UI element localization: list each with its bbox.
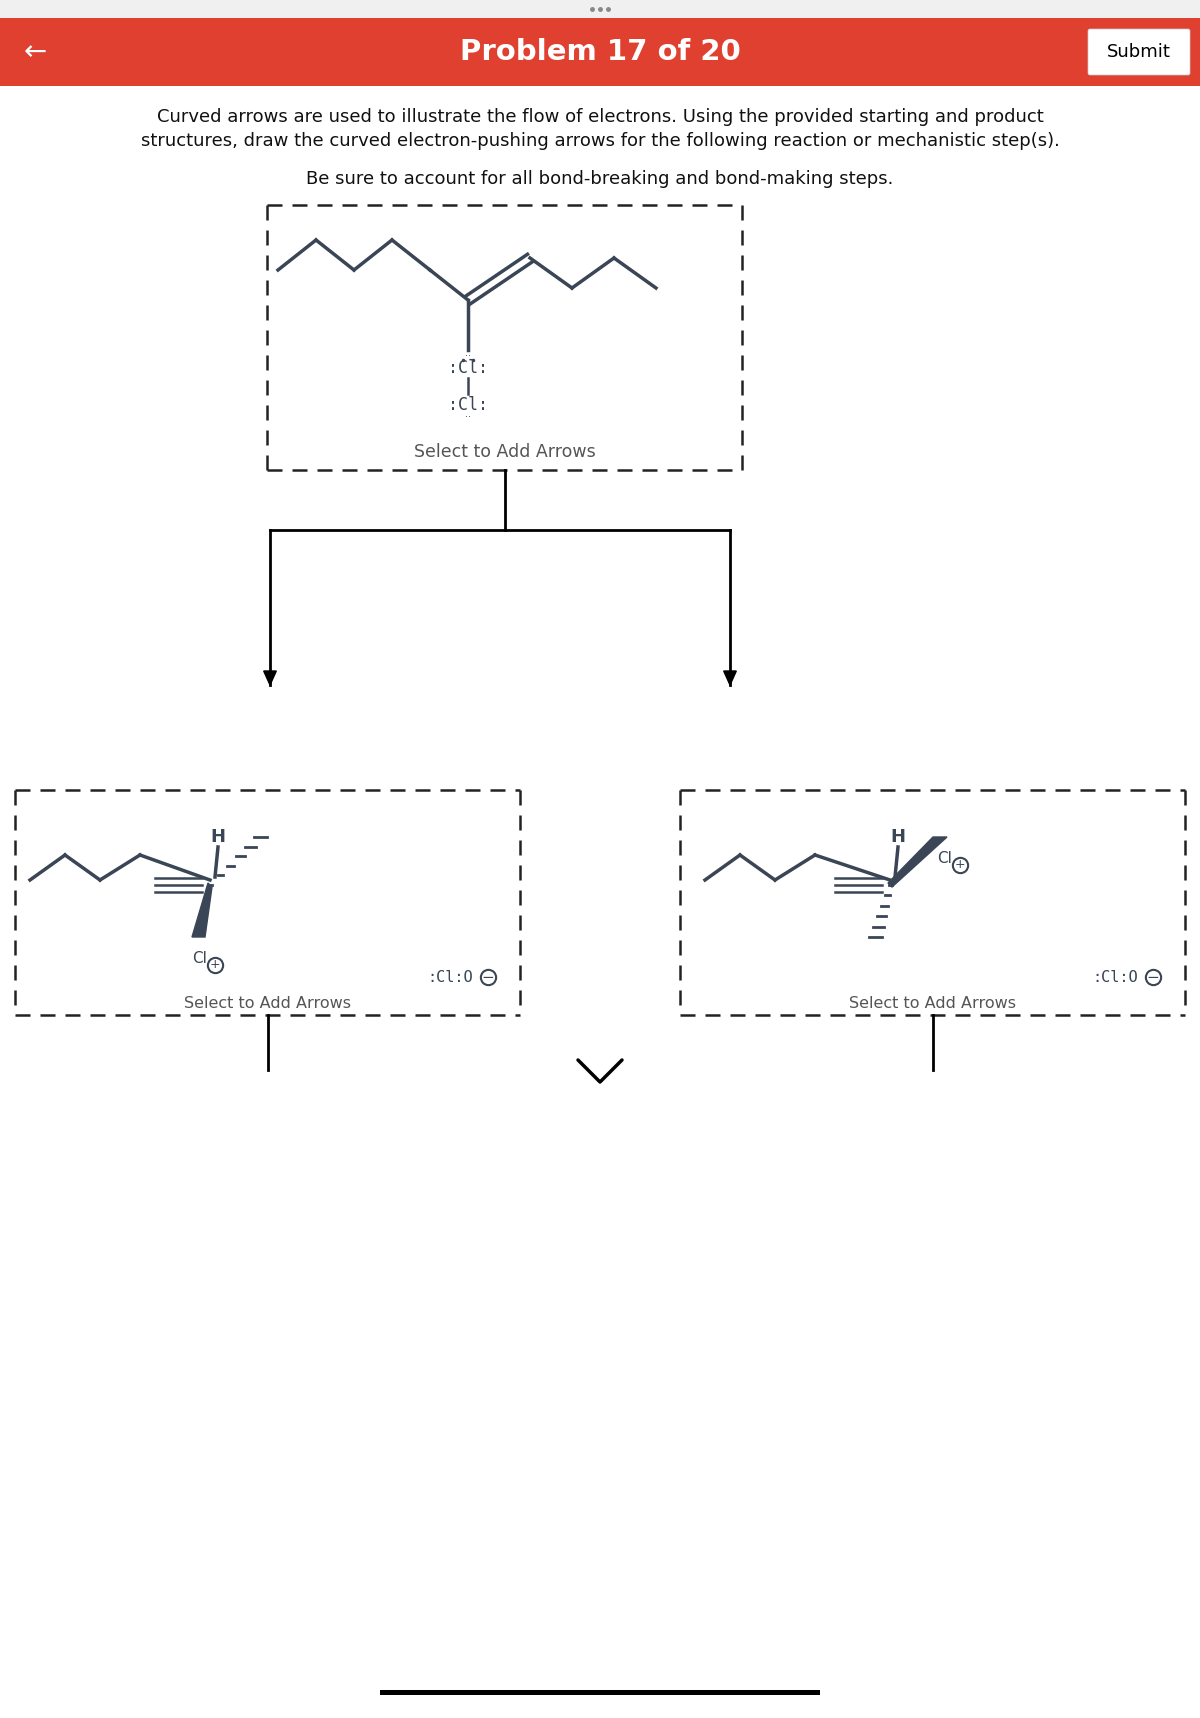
Polygon shape xyxy=(192,883,212,936)
Text: Select to Add Arrows: Select to Add Arrows xyxy=(414,443,595,460)
Text: Select to Add Arrows: Select to Add Arrows xyxy=(184,995,352,1010)
Polygon shape xyxy=(724,672,737,685)
Bar xyxy=(0,17,1200,86)
Text: structures, draw the curved electron-pushing arrows for the following reaction o: structures, draw the curved electron-pus… xyxy=(140,132,1060,149)
Text: +: + xyxy=(955,859,965,871)
Text: ←: ← xyxy=(23,38,47,65)
Text: Be sure to account for all bond-breaking and bond-making steps.: Be sure to account for all bond-breaking… xyxy=(306,170,894,187)
Text: Curved arrows are used to illustrate the flow of electrons. Using the provided s: Curved arrows are used to illustrate the… xyxy=(157,108,1043,125)
Text: −: − xyxy=(481,969,494,984)
Text: :Cl:: :Cl: xyxy=(448,397,488,414)
Text: Submit: Submit xyxy=(1108,43,1171,62)
FancyBboxPatch shape xyxy=(1088,29,1190,76)
Text: H: H xyxy=(890,828,906,845)
Text: H: H xyxy=(210,828,226,845)
Text: Cl: Cl xyxy=(192,952,208,966)
Text: +: + xyxy=(210,959,221,971)
Text: Select to Add Arrows: Select to Add Arrows xyxy=(850,995,1016,1010)
Polygon shape xyxy=(888,837,947,886)
Polygon shape xyxy=(264,672,276,685)
Text: ··: ·· xyxy=(466,350,470,361)
Text: :Cl:O: :Cl:O xyxy=(1092,969,1138,984)
Text: :Cl:O: :Cl:O xyxy=(427,969,473,984)
Text: :Cl:: :Cl: xyxy=(448,359,488,376)
Bar xyxy=(380,1691,820,1696)
Text: −: − xyxy=(1147,969,1159,984)
Text: Problem 17 of 20: Problem 17 of 20 xyxy=(460,38,740,65)
Bar xyxy=(0,0,1200,17)
Text: ··: ·· xyxy=(466,412,470,423)
Text: Cl: Cl xyxy=(937,850,953,866)
